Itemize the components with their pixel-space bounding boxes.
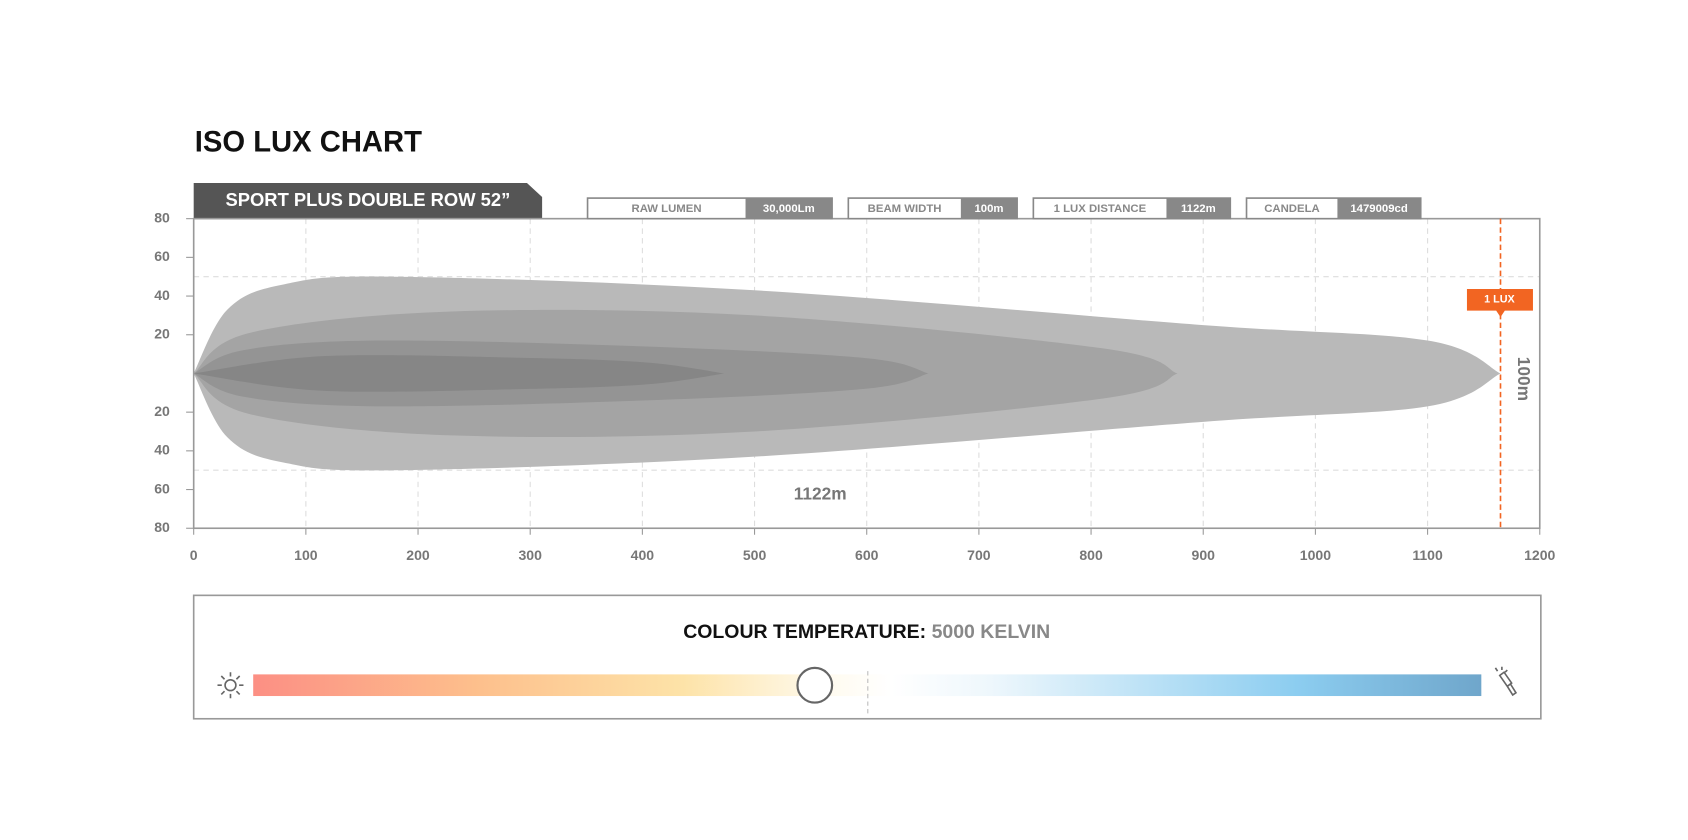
x-tick-label: 600 — [855, 547, 879, 563]
plot — [193, 218, 1541, 529]
stat-value: 30,000Lm — [763, 203, 815, 215]
x-tick-label: 1100 — [1412, 547, 1443, 563]
stat-value-box — [1166, 198, 1231, 219]
x-tick-label: 400 — [631, 547, 655, 563]
stat-label: CANDELA — [1264, 203, 1320, 215]
stat-value: 1122m — [1181, 203, 1216, 215]
y-tick-label: 80 — [154, 209, 170, 225]
lux-tag-label: 1 LUX — [1484, 294, 1515, 306]
subtitle-tab — [193, 182, 543, 219]
x-tick-label: 700 — [967, 547, 991, 563]
subtitle: SPORT PLUS DOUBLE ROW 52” — [226, 189, 511, 210]
colour-panel — [192, 594, 1542, 720]
y-tick-label: 60 — [154, 480, 170, 496]
y-tick-label: 60 — [154, 248, 170, 264]
sun-icon — [217, 672, 244, 699]
x-tick-label: 800 — [1079, 547, 1103, 563]
stat-label: BEAM WIDTH — [868, 203, 942, 215]
width-label: 100m — [1514, 357, 1534, 401]
y-tick-label: 40 — [154, 287, 170, 303]
x-tick-label: 500 — [743, 547, 767, 563]
y-tick-label: 20 — [154, 325, 170, 341]
distance-label: 1122m — [794, 483, 847, 503]
beam-zone — [193, 355, 725, 374]
x-tick-label: 200 — [406, 547, 430, 563]
colour-bar — [253, 674, 1482, 697]
colour-temperature-label: COLOUR TEMPERATURE: — [683, 621, 926, 643]
x-tick-label: 1000 — [1300, 547, 1331, 563]
y-tick-label: 20 — [154, 403, 170, 419]
beam-zone — [193, 373, 725, 392]
colour-temperature: COLOUR TEMPERATURE: 5000 KELVIN — [683, 621, 1050, 643]
stat-value-box — [745, 198, 833, 219]
x-tick-label: 1200 — [1524, 547, 1555, 563]
stat-label: RAW LUMEN — [632, 203, 702, 215]
colour-temperature-value: 5000 KELVIN — [932, 621, 1051, 643]
stat-value: 100m — [974, 203, 1003, 215]
y-tick-label: 40 — [154, 442, 170, 458]
x-tick-label: 100 — [294, 547, 318, 563]
torch-icon — [1494, 666, 1518, 697]
x-tick-label: 0 — [190, 547, 198, 563]
lux-tag — [1466, 289, 1533, 318]
stat-value-box — [1337, 198, 1421, 219]
x-tick-label: 900 — [1192, 547, 1216, 563]
colour-knob[interactable] — [796, 666, 834, 704]
chart-title: ISO LUX CHART — [195, 127, 422, 159]
stat-value-box — [960, 198, 1018, 219]
y-tick-label: 80 — [154, 519, 170, 535]
stat-value: 1479009cd — [1350, 203, 1408, 215]
x-tick-label: 300 — [518, 547, 542, 563]
stat-label: 1 LUX DISTANCE — [1054, 203, 1147, 215]
